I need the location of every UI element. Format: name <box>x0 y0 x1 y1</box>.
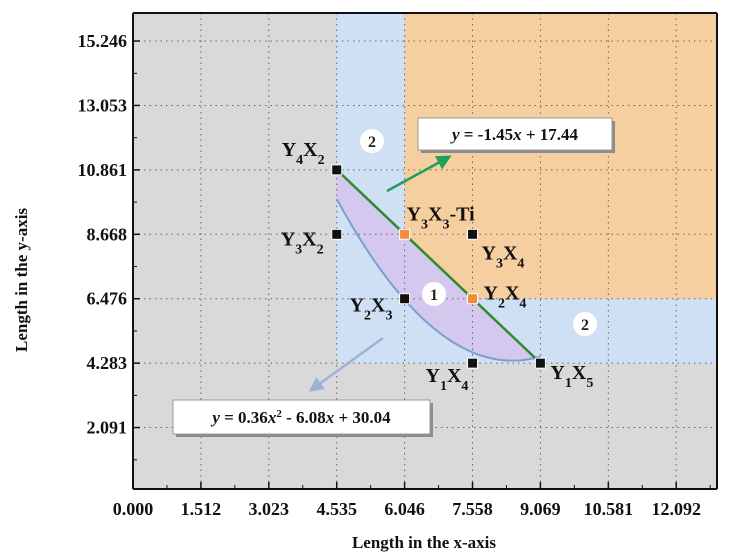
region-badge-label: 2 <box>581 317 589 334</box>
chart-shapes: y = -1.45x + 17.44 y = 0.36x2 - 6.08x + 3… <box>172 117 615 437</box>
point-label-y2x4: Y2X4 <box>484 283 527 312</box>
y-tick-label: 8.668 <box>87 224 128 244</box>
point-y3x4 <box>467 228 479 240</box>
point-label-y1x5: Y1X5 <box>550 362 593 391</box>
point-label-y4x2: Y4X2 <box>282 139 325 168</box>
x-tick-label: 6.046 <box>384 499 425 519</box>
x-tick-label: 12.092 <box>651 499 701 519</box>
line-equation-arrow <box>386 155 452 193</box>
point-y1x4 <box>467 357 479 369</box>
point-label-y3x2: Y3X2 <box>281 228 324 256</box>
axis-ticks: 0.000 1.512 3.023 4.535 6.046 7.558 9.069 10.58… <box>78 12 718 519</box>
region-badge-label: 1 <box>430 287 438 304</box>
point-label-y3x4: Y3X4 <box>482 242 525 271</box>
point-y3x2 <box>331 228 343 240</box>
y-tick-label: 15.246 <box>78 31 128 51</box>
point-y3x3-ti <box>399 228 411 240</box>
region-badge-label: 2 <box>368 134 376 151</box>
y-tick-label: 2.091 <box>87 418 128 438</box>
point-label-y1x4: Y1X4 <box>426 365 469 394</box>
region-badge <box>573 312 597 336</box>
curve-equation: y = 0.36x2 - 6.08x + 30.04 <box>172 399 433 437</box>
curve-equation-arrow <box>308 336 384 392</box>
point-y4x2 <box>331 164 343 176</box>
y-tick-label: 6.476 <box>87 289 128 309</box>
x-axis-title-text: Length in the x-axis <box>352 533 496 552</box>
x-axis-title: Length in the x-axis <box>352 533 496 552</box>
point-y2x3 <box>399 293 411 305</box>
quadratic-curve <box>335 198 541 362</box>
y-axis-title-text: Length in the y-axis <box>12 208 31 352</box>
x-tick-label: 3.023 <box>249 499 290 519</box>
curve-equation-text: y = 0.36x2 - 6.08x + 30.04 <box>210 408 391 427</box>
x-tick-label: 0.000 <box>113 499 154 519</box>
y-tick-label: 10.861 <box>78 160 128 180</box>
feasible-region <box>404 13 717 299</box>
x-tick-label: 4.535 <box>316 499 357 519</box>
point-label-y3x3-ti: Y3X3-Ti <box>407 203 476 232</box>
line-equation-text: y = -1.45x + 17.44 <box>450 125 579 144</box>
y-tick-label: 4.283 <box>87 353 128 373</box>
x-tick-label: 9.069 <box>520 499 561 519</box>
region-badge <box>422 282 446 306</box>
x-tick-label: 7.558 <box>452 499 493 519</box>
linear-boundary-line <box>335 168 542 364</box>
line-equation: y = -1.45x + 17.44 <box>417 117 615 153</box>
region-badge <box>360 129 384 153</box>
point-y1x5 <box>534 357 546 369</box>
x-tick-label: 10.581 <box>584 499 634 519</box>
point-label-y2x3: Y2X3 <box>350 295 393 324</box>
curve-equation-box <box>172 399 431 435</box>
x-tick-label: 1.512 <box>181 499 222 519</box>
y-axis-title: Length in the y-axis <box>12 208 31 352</box>
point-y2x4 <box>467 293 479 305</box>
y-tick-label: 13.053 <box>78 95 128 115</box>
line-equation-box <box>417 117 613 151</box>
